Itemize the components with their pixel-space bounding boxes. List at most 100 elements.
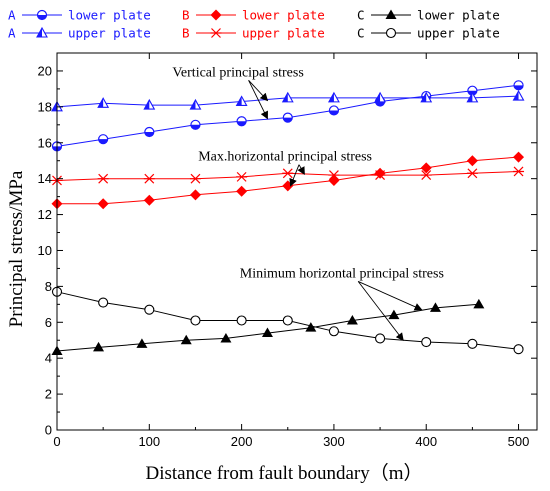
data-point-fill xyxy=(144,131,154,137)
data-point xyxy=(466,155,478,167)
data-point xyxy=(346,314,358,325)
annotation-text: Vertical principal stress xyxy=(172,65,303,80)
x-tick-label: 200 xyxy=(231,434,253,449)
plot-frame xyxy=(56,52,538,431)
legend-group-label: A xyxy=(8,26,16,41)
x-tick-label: 300 xyxy=(323,434,345,449)
data-point xyxy=(513,166,525,177)
annotation-arrow xyxy=(297,164,305,176)
legend-series-label: lower plate xyxy=(242,8,325,23)
annotations: Vertical principal stress Max.horizontal … xyxy=(172,65,444,342)
legend-group-label: C xyxy=(357,8,365,23)
y-tick-label: 0 xyxy=(45,423,52,438)
data-point-fill xyxy=(514,85,524,90)
series-C-upper-plate xyxy=(51,286,524,355)
legend-series-label: upper plate xyxy=(242,26,325,41)
data-point xyxy=(374,170,386,181)
y-tick-label: 10 xyxy=(38,243,52,258)
annotation-arrow xyxy=(248,80,269,102)
annotation-text: Minimum horizontal principal stress xyxy=(240,266,444,281)
x-tick-label: 0 xyxy=(53,434,60,449)
data-point xyxy=(513,151,525,163)
data-point xyxy=(136,338,148,348)
data-point xyxy=(513,344,524,355)
data-point xyxy=(236,185,248,197)
data-point-fill xyxy=(467,92,473,102)
data-point xyxy=(388,309,400,320)
data-point xyxy=(305,322,317,332)
y-tick-label: 8 xyxy=(45,279,52,294)
legend-marker xyxy=(210,9,222,21)
x-tick-label: 500 xyxy=(508,434,530,449)
legend-series-label: lower plate xyxy=(417,8,500,23)
data-point xyxy=(420,162,432,174)
data-point xyxy=(421,336,432,348)
data-point-fill xyxy=(190,124,200,130)
data-point xyxy=(467,338,478,349)
data-point xyxy=(429,302,441,312)
data-point xyxy=(190,315,201,326)
data-point-fill xyxy=(237,121,247,126)
data-point xyxy=(261,327,273,338)
legend-marker xyxy=(210,28,222,38)
series-B-upper-plate xyxy=(51,166,525,186)
data-point xyxy=(144,304,155,315)
data-point xyxy=(282,315,293,326)
data-point-fill xyxy=(375,92,381,102)
legend-marker-fill xyxy=(37,28,42,37)
annotation: Vertical principal stress xyxy=(172,65,304,120)
data-point-fill xyxy=(283,117,293,123)
legend-group-label: B xyxy=(182,8,190,23)
y-tick-label: 2 xyxy=(45,387,52,402)
series-B-lower-plate xyxy=(51,151,525,210)
series-C-lower-plate xyxy=(51,298,485,356)
data-point xyxy=(328,326,339,337)
y-tick-label: 4 xyxy=(45,351,52,366)
data-point xyxy=(420,170,432,181)
data-point-fill xyxy=(375,101,385,106)
data-point xyxy=(189,189,201,201)
y-tick-label: 6 xyxy=(45,315,52,330)
data-point xyxy=(328,174,340,186)
annotation: Max.horizontal principal stress xyxy=(198,150,372,187)
data-point xyxy=(466,168,478,179)
legend-group-label: B xyxy=(182,26,190,41)
data-point xyxy=(143,194,155,206)
annotation-text: Max.horizontal principal stress xyxy=(198,150,372,165)
series-line xyxy=(56,303,479,352)
data-point xyxy=(375,333,386,344)
legend-series-label: upper plate xyxy=(417,26,500,41)
data-point xyxy=(328,170,340,181)
axes: 0 100 200 300 400 500 0 2 4 6 8 10 12 14 16 18 20 xyxy=(38,52,538,449)
data-point xyxy=(473,298,485,309)
data-point xyxy=(282,168,294,179)
legend-marker xyxy=(385,9,397,19)
y-tick-label: 14 xyxy=(38,171,52,186)
annotation-arrow xyxy=(357,280,423,311)
y-tick-label: 18 xyxy=(38,99,52,114)
data-point-fill xyxy=(329,110,339,115)
data-point xyxy=(189,173,201,184)
legend-marker xyxy=(385,27,397,39)
series-A-upper-plate xyxy=(51,89,525,112)
data-point xyxy=(236,171,248,182)
data-point xyxy=(97,173,109,184)
legend-group-label: C xyxy=(357,26,365,41)
data-point xyxy=(236,315,247,326)
y-axis-label: Principal stress/MPa xyxy=(6,170,27,327)
data-point xyxy=(220,332,232,343)
data-point xyxy=(143,173,155,184)
data-point-fill xyxy=(144,100,150,110)
data-point-fill xyxy=(98,139,108,144)
data-point-fill xyxy=(421,92,427,102)
y-tick-label: 12 xyxy=(38,207,52,222)
series-A-lower-plate xyxy=(51,80,524,152)
